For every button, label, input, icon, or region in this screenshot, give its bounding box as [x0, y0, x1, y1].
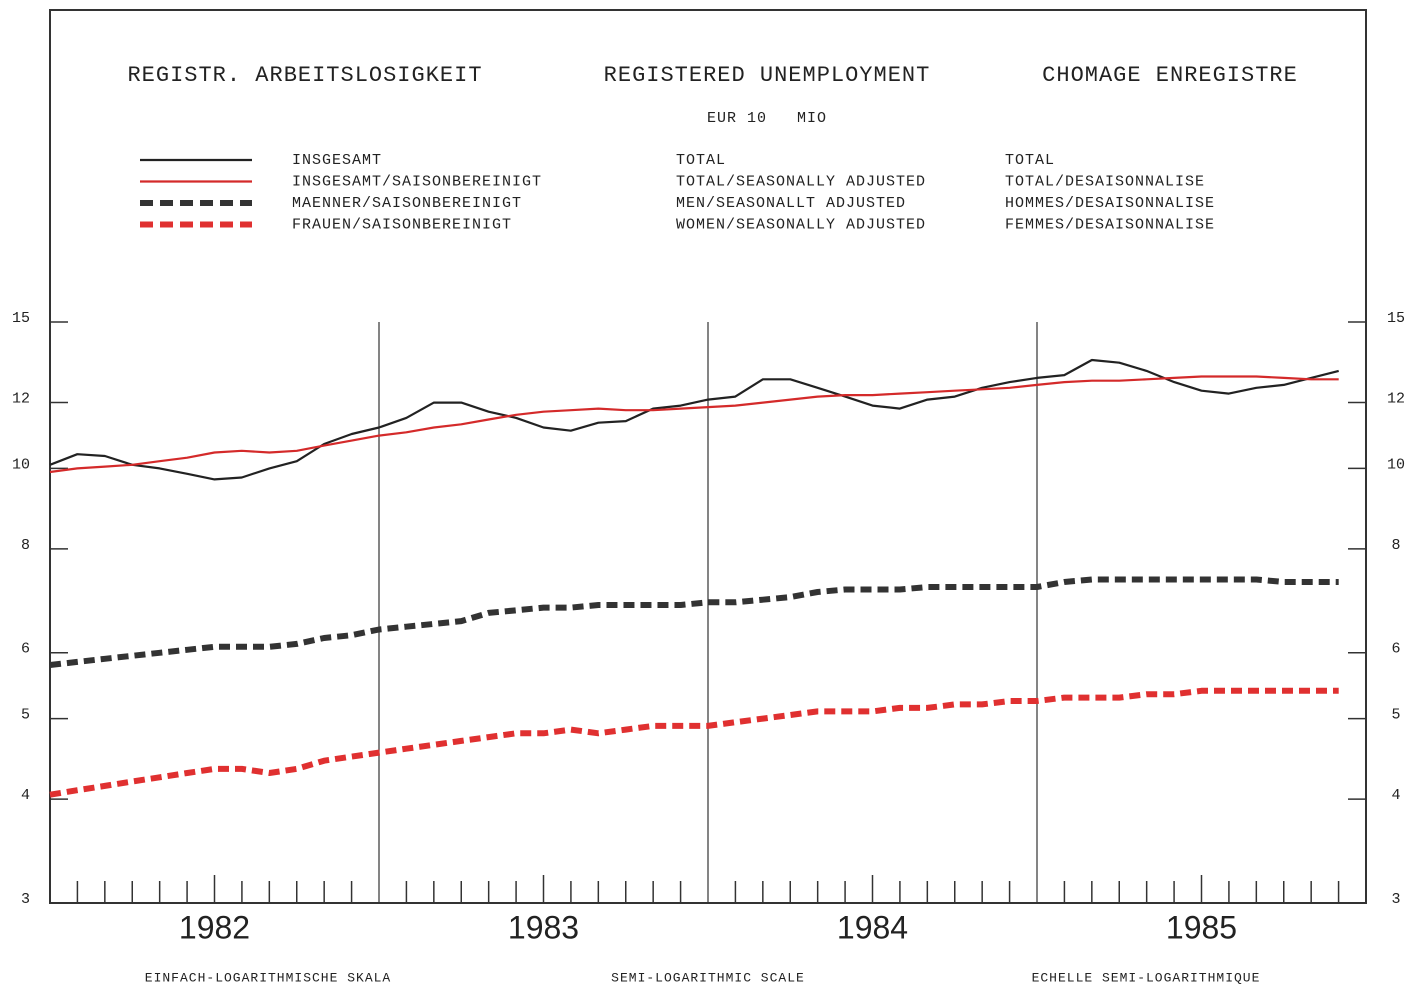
y-tick-label: 6 — [21, 641, 30, 658]
series-line — [49, 576, 1339, 668]
title-en: REGISTERED UNEMPLOYMENT — [604, 63, 931, 88]
scale-note: EINFACH-LOGARITHMISCHE SKALA — [145, 970, 391, 985]
y-tick-label: 10 — [1387, 456, 1405, 473]
x-tick-label: 1985 — [1166, 909, 1237, 945]
legend-label: MAENNER/SAISONBEREINIGT — [292, 195, 522, 212]
legend-label: TOTAL/SEASONALLY ADJUSTED — [676, 173, 926, 190]
subtitle: EUR 10 MIO — [707, 110, 827, 127]
y-tick-label: 3 — [21, 891, 30, 908]
y-tick-label: 8 — [1391, 537, 1400, 554]
legend-label: HOMMES/DESAISONNALISE — [1005, 195, 1215, 212]
y-tick-label: 3 — [1391, 891, 1400, 908]
y-tick-label: 15 — [12, 310, 30, 327]
legend-label: TOTAL — [1005, 152, 1055, 169]
y-tick-label: 15 — [1387, 310, 1405, 327]
y-tick-label: 5 — [1391, 707, 1400, 724]
title-fr: CHOMAGE ENREGISTRE — [1042, 63, 1298, 88]
x-tick-label: 1983 — [508, 909, 579, 945]
y-tick-label: 8 — [21, 537, 30, 554]
series-line — [49, 687, 1339, 798]
y-tick-label: 4 — [21, 787, 30, 804]
x-tick-label: 1984 — [837, 909, 908, 945]
scale-note: SEMI-LOGARITHMIC SCALE — [611, 970, 805, 985]
legend-label: WOMEN/SEASONALLY ADJUSTED — [676, 216, 926, 233]
legend-label: FRAUEN/SAISONBEREINIGT — [292, 216, 512, 233]
title-de: REGISTR. ARBEITSLOSIGKEIT — [127, 63, 482, 88]
legend-label: TOTAL/DESAISONNALISE — [1005, 173, 1205, 190]
y-tick-label: 4 — [1391, 787, 1400, 804]
series-line — [49, 375, 1339, 474]
legend-label: FEMMES/DESAISONNALISE — [1005, 216, 1215, 233]
legend-label: INSGESAMT/SAISONBEREINIGT — [292, 173, 542, 190]
y-tick-label: 10 — [12, 456, 30, 473]
y-tick-label: 6 — [1391, 641, 1400, 658]
y-tick-label: 12 — [1387, 391, 1405, 408]
legend-label: INSGESAMT — [292, 152, 382, 169]
y-tick-label: 5 — [21, 707, 30, 724]
y-tick-label: 12 — [12, 391, 30, 408]
scale-note: ECHELLE SEMI-LOGARITHMIQUE — [1032, 970, 1261, 985]
x-tick-label: 1982 — [179, 909, 250, 945]
legend-label: MEN/SEASONALLT ADJUSTED — [676, 195, 906, 212]
series-line — [49, 358, 1339, 481]
legend-label: TOTAL — [676, 152, 726, 169]
